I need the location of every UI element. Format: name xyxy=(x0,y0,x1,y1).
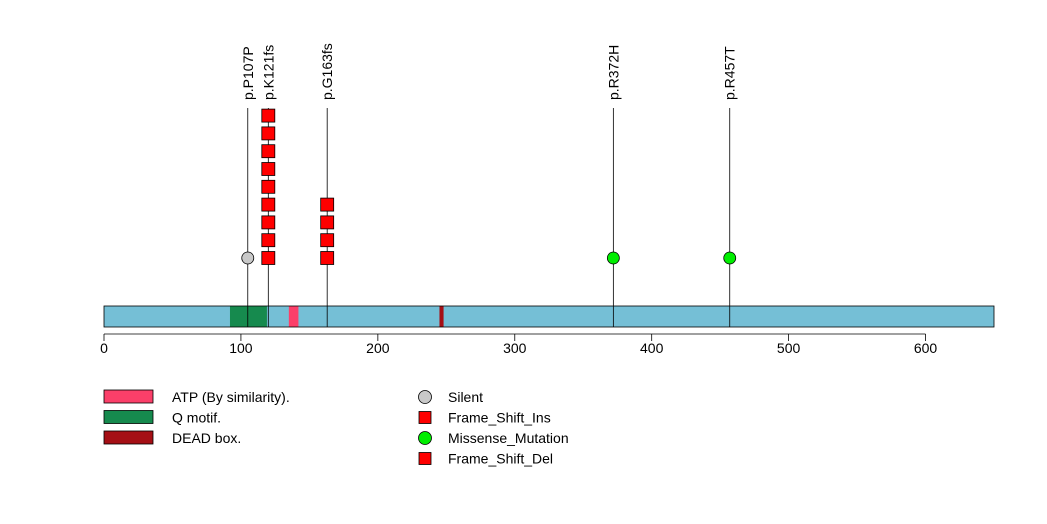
mutation-label: p.P107P xyxy=(240,46,256,100)
mutation-legend-label: Missense_Mutation xyxy=(448,430,569,446)
x-axis-tick-label: 0 xyxy=(100,340,108,356)
mutation-label: p.G163fs xyxy=(319,43,335,100)
mutation-marker xyxy=(261,144,276,159)
x-axis-tick-label: 600 xyxy=(914,340,938,356)
domain-legend-label: DEAD box. xyxy=(172,430,241,446)
protein-backbone xyxy=(104,306,994,327)
mutation-marker xyxy=(320,233,335,248)
mutation-marker xyxy=(320,215,335,230)
mutation-marker xyxy=(261,197,276,212)
mutation-marker xyxy=(606,251,620,265)
mutation-marker xyxy=(723,251,737,265)
domain-legend-label: ATP (By similarity). xyxy=(172,389,290,405)
x-axis: 0 100 200 300 400 500 600 xyxy=(100,333,938,356)
mutation-marker xyxy=(261,126,276,141)
domain-legend-swatch xyxy=(103,389,154,404)
mutation-legend-label: Frame_Shift_Ins xyxy=(448,410,551,426)
mutation-legend-symbol xyxy=(418,390,432,404)
domain-legend-label: Q motif. xyxy=(172,410,221,426)
mutation-marker xyxy=(241,251,255,265)
protein-backbone-group xyxy=(103,305,995,328)
mutation-marker xyxy=(320,251,335,265)
domain-block xyxy=(439,306,444,327)
mutation-label: p.R372H xyxy=(605,45,621,100)
domain-legend: ATP (By similarity). Q motif. DEAD box. xyxy=(103,389,290,446)
mutation-marker xyxy=(261,179,276,194)
x-axis-tick-label: 400 xyxy=(640,340,664,356)
mutation-markers xyxy=(241,108,737,265)
mutation-labels: p.P107P p.K121fs p.G163fs p.R372H p.R457T xyxy=(240,43,738,100)
x-axis-tick-label: 200 xyxy=(366,340,390,356)
domain-legend-swatch xyxy=(103,410,154,424)
mutation-marker xyxy=(261,215,276,230)
mutation-marker xyxy=(261,251,276,265)
mutation-label: p.K121fs xyxy=(260,45,276,100)
x-axis-tick-label: 300 xyxy=(503,340,527,356)
domain-legend-swatch xyxy=(103,430,154,445)
mutation-marker xyxy=(261,162,276,176)
mutation-marker xyxy=(320,197,335,212)
domain-block xyxy=(288,306,299,327)
mutation-stems xyxy=(247,108,731,327)
mutation-legend: Silent Frame_Shift_Ins Missense_Mutation Fr… xyxy=(418,389,569,467)
x-axis-tick-label: 500 xyxy=(777,340,801,356)
mutation-legend-symbol xyxy=(418,411,432,424)
mutation-legend-label: Frame_Shift_Del xyxy=(448,451,553,467)
protein-backbone-outline xyxy=(103,305,995,328)
mutation-legend-symbol xyxy=(418,431,432,445)
domain-block xyxy=(229,306,267,327)
mutation-legend-label: Silent xyxy=(448,389,483,405)
mutation-marker xyxy=(261,108,276,123)
mutation-marker xyxy=(261,233,276,248)
x-axis-tick-label: 100 xyxy=(229,340,253,356)
mutation-legend-symbol xyxy=(418,452,432,465)
mutation-label: p.R457T xyxy=(722,46,738,100)
